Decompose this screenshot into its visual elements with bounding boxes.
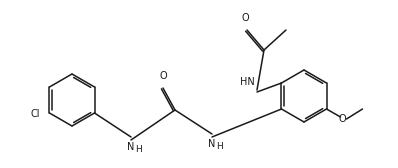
Text: H: H <box>216 142 223 151</box>
Text: Cl: Cl <box>30 109 40 119</box>
Text: O: O <box>159 71 167 81</box>
Text: HN: HN <box>240 77 255 87</box>
Text: N: N <box>208 139 216 149</box>
Text: O: O <box>241 13 249 23</box>
Text: N: N <box>127 142 135 152</box>
Text: H: H <box>135 145 142 154</box>
Text: O: O <box>339 114 346 124</box>
